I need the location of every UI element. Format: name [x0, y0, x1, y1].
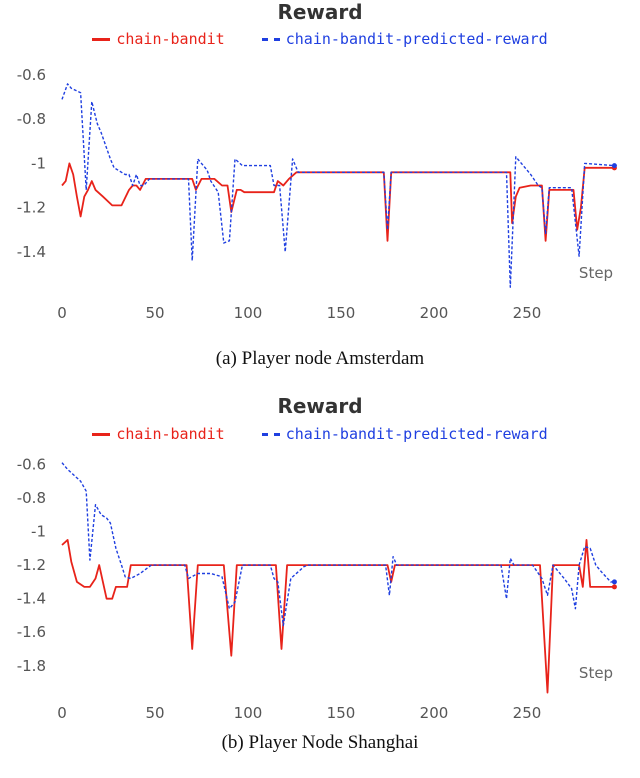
y-tick-label: -1 — [31, 523, 46, 541]
series-line-chain-bandit — [61, 162, 615, 242]
legend-swatch-solid — [92, 38, 111, 41]
x-tick-label: 50 — [145, 704, 164, 722]
x-tick-label: 150 — [327, 304, 356, 322]
x-tick-label: 100 — [234, 704, 263, 722]
legend-label: chain-bandit — [116, 30, 225, 48]
y-tick-label: -1.6 — [17, 623, 46, 641]
chart-legend: chain-bandit chain-bandit-predicted-rewa… — [0, 30, 640, 48]
y-tick-label: -0.6 — [17, 66, 46, 84]
x-tick-label: 0 — [57, 704, 67, 722]
y-tick-label: -1.4 — [17, 590, 46, 608]
x-tick-label: 150 — [327, 704, 356, 722]
chart-legend: chain-bandit chain-bandit-predicted-rewa… — [0, 425, 640, 443]
legend-swatch-dashed — [261, 38, 280, 41]
x-tick-label: 50 — [145, 304, 164, 322]
legend-item-predicted-reward: chain-bandit-predicted-reward — [261, 425, 548, 443]
x-tick-label: 250 — [513, 704, 542, 722]
y-tick-label: -1.2 — [17, 556, 46, 574]
series-endpoint — [611, 584, 617, 590]
y-tick-label: -1.8 — [17, 657, 46, 675]
x-axis-label: Step — [579, 664, 613, 682]
legend-label: chain-bandit-predicted-reward — [285, 30, 548, 48]
figure-caption: (b) Player Node Shanghai — [221, 732, 419, 753]
y-tick-label: -1.2 — [17, 199, 46, 217]
figure-caption: (a) Player node Amsterdam — [215, 348, 425, 369]
x-tick-label: 200 — [420, 304, 449, 322]
legend-item-chain-bandit: chain-bandit — [92, 30, 225, 48]
legend-item-predicted-reward: chain-bandit-predicted-reward — [261, 30, 548, 48]
legend-label: chain-bandit — [116, 425, 225, 443]
legend-swatch-solid — [92, 433, 111, 436]
chart-panel-a: Reward chain-bandit chain-bandit-predict… — [0, 0, 640, 384]
y-tick-label: -1 — [31, 154, 46, 172]
legend-item-chain-bandit: chain-bandit — [92, 425, 225, 443]
series-endpoint — [611, 163, 617, 169]
series-line-predicted-reward — [61, 83, 615, 288]
series-line-chain-bandit — [61, 539, 615, 694]
x-tick-label: 200 — [420, 704, 449, 722]
series-endpoint — [611, 579, 617, 585]
legend-label: chain-bandit-predicted-reward — [285, 425, 548, 443]
chart-title: Reward — [277, 0, 363, 24]
x-tick-label: 100 — [234, 304, 263, 322]
x-tick-label: 0 — [57, 304, 67, 322]
y-tick-label: -0.6 — [17, 455, 46, 473]
chart-panel-b: Reward chain-bandit chain-bandit-predict… — [0, 392, 640, 768]
series-line-predicted-reward — [61, 462, 615, 627]
x-tick-label: 250 — [513, 304, 542, 322]
x-axis-label: Step — [579, 264, 613, 282]
legend-swatch-dashed — [261, 433, 280, 436]
y-tick-label: -0.8 — [17, 110, 46, 128]
line-chart-a: -0.6 -0.8 -1 -1.2 -1.4 0 50 100 150 200 250 Step — [17, 66, 617, 322]
y-tick-label: -1.4 — [17, 243, 46, 261]
line-chart-b: -0.6 -0.8 -1 -1.2 -1.4 -1.6 -1.8 0 50 100 150 200 25… — [17, 455, 617, 722]
y-tick-label: -0.8 — [17, 489, 46, 507]
chart-title: Reward — [277, 394, 363, 418]
